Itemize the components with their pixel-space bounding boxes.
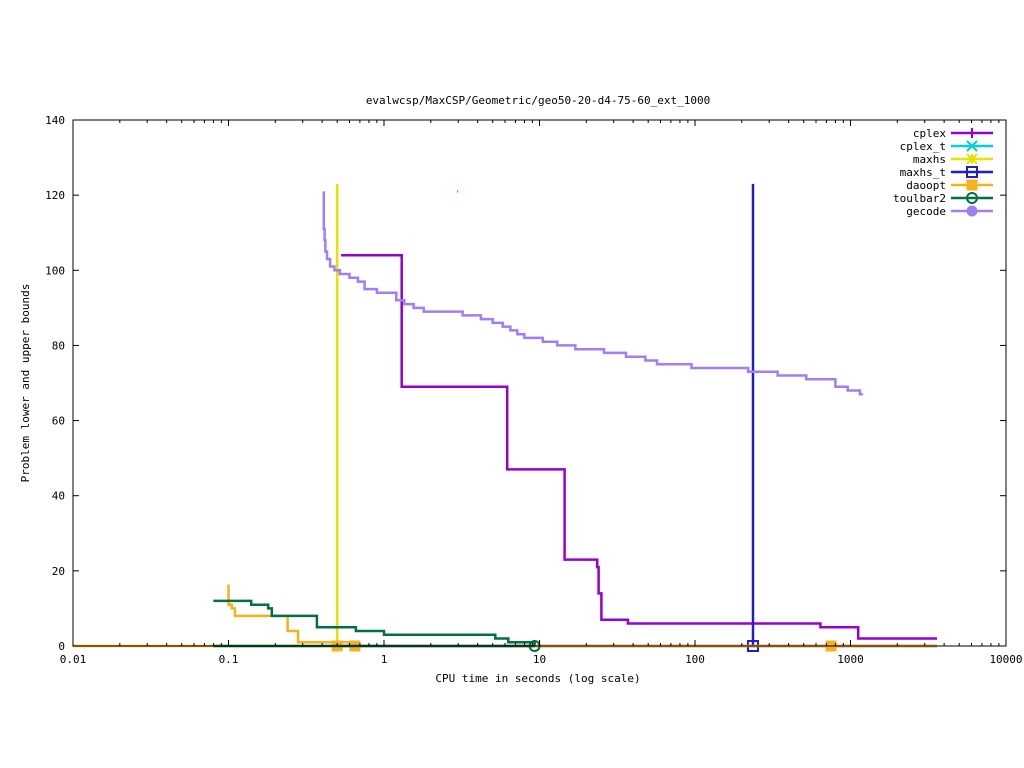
legend-item-cplex_t: cplex_t [900, 140, 993, 153]
legend-label: cplex [913, 127, 946, 140]
y-axis-label: Problem lower and upper bounds [19, 284, 32, 483]
legend-marker [966, 153, 978, 165]
legend-item-maxhs: maxhs [913, 153, 993, 166]
gecode-line [322, 191, 863, 396]
legend-label: toulbar2 [893, 192, 946, 205]
x-tick-label: 1000 [837, 653, 864, 666]
x-tick-label: 100 [685, 653, 705, 666]
legend-label: gecode [906, 205, 946, 218]
x-tick-label: 10 [533, 653, 546, 666]
y-tick-label: 60 [52, 415, 65, 428]
x-tick-label: 1 [381, 653, 388, 666]
legend-label: daoopt [906, 179, 946, 192]
cplex-line [341, 254, 937, 640]
x-tick-label: 0.1 [219, 653, 239, 666]
legend-marker [966, 140, 978, 152]
chart-title: evalwcsp/MaxCSP/Geometric/geo50-20-d4-75… [366, 94, 710, 107]
y-tick-label: 0 [58, 640, 65, 653]
legend-marker [966, 179, 978, 191]
legend: cplexcplex_tmaxhsmaxhs_tdaoopttoulbar2ge… [893, 127, 993, 218]
legend-item-gecode: gecode [906, 205, 993, 218]
y-tick-label: 100 [45, 264, 65, 277]
x-axis-label: CPU time in seconds (log scale) [435, 672, 640, 685]
y-tick-label: 20 [52, 565, 65, 578]
legend-marker [966, 166, 978, 178]
x-tick-label: 10000 [989, 653, 1022, 666]
legend-item-cplex: cplex [913, 127, 993, 140]
y-tick-label: 120 [45, 189, 65, 202]
legend-marker [966, 192, 978, 204]
legend-item-toulbar2: toulbar2 [893, 192, 993, 205]
y-tick-label: 40 [52, 490, 65, 503]
legend-label: cplex_t [900, 140, 946, 153]
legend-label: maxhs_t [900, 166, 946, 179]
legend-marker [967, 128, 977, 138]
toulbar2-line [213, 599, 536, 646]
legend-item-maxhs_t: maxhs_t [900, 166, 993, 179]
daoopt-line [227, 584, 351, 646]
legend-label: maxhs [913, 153, 946, 166]
x-tick-label: 0.01 [60, 653, 87, 666]
legend-item-daoopt: daoopt [906, 179, 993, 192]
y-tick-label: 140 [45, 114, 65, 127]
y-tick-label: 80 [52, 339, 65, 352]
series-gecode [322, 191, 863, 396]
legend-marker [966, 205, 978, 217]
